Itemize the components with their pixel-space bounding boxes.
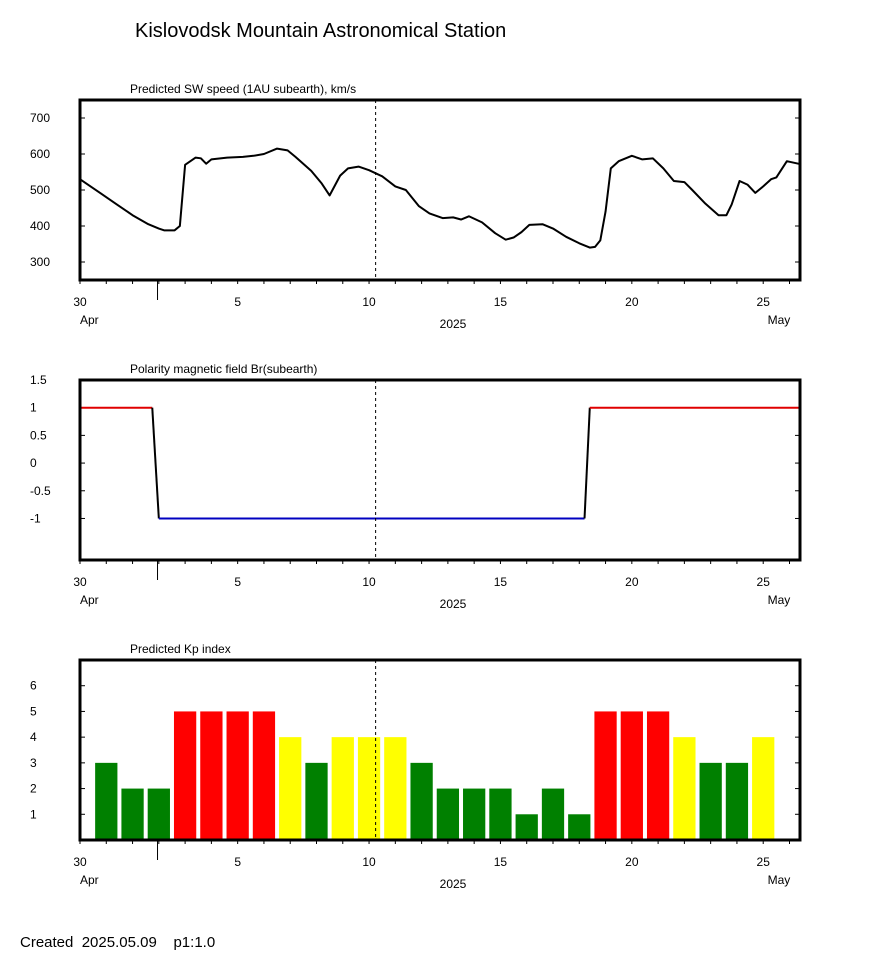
kp-bar [568,814,591,840]
kp-bar [725,762,749,840]
y-tick-label: 2 [30,782,37,796]
chart-panel-1: Predicted SW speed (1AU subearth), km/s 7… [30,82,802,331]
x-tick-label: 5 [234,295,241,309]
x-tick-label: 10 [362,575,376,589]
kp-bar [252,711,276,840]
month-label-may: May [768,593,791,607]
polarity-segment-transition [583,407,591,519]
kp-bar [173,711,197,840]
kp-bar [279,737,302,840]
y-tick-label: 5 [30,704,37,718]
y-tick-label: 0.5 [30,428,47,442]
year-label: 2025 [440,317,467,331]
kp-bar [331,737,354,840]
month-label-may: May [768,873,791,887]
created-footer: Created 2025.05.09 p1:1.0 [20,934,215,951]
kp-bar [594,711,617,840]
y-tick-label: 6 [30,679,37,693]
kp-bar [463,788,486,840]
kp-bar [95,762,118,840]
y-tick-label: 500 [30,183,50,197]
kp-bar [699,762,722,840]
station-title: Kislovodsk Mountain Astronomical Station [135,20,507,42]
chart-panel-2: Polarity magnetic field Br(subearth) 1.5 1… [30,362,802,611]
kp-bar [541,788,565,840]
kp-bar [226,711,249,840]
x-tick-label: 30 [73,295,87,309]
month-label-may: May [768,313,791,327]
x-tick-label: 20 [625,575,639,589]
polarity-segment-transition [151,407,160,519]
created-date: 2025.05.09 [81,934,157,951]
x-tick-label: 20 [625,295,639,309]
panel-title: Predicted SW speed (1AU subearth), km/s [130,82,356,96]
y-tick-label: -1 [30,511,41,525]
x-tick-label: 10 [362,295,376,309]
y-tick-label: 1 [30,807,37,821]
y-tick-label: 600 [30,147,50,161]
year-label: 2025 [440,597,467,611]
month-label-apr: Apr [80,593,99,607]
y-tick-label: 1 [30,401,37,415]
kp-bar [200,711,223,840]
panel-title: Polarity magnetic field Br(subearth) [130,362,317,376]
kp-bar [673,737,696,840]
x-tick-label: 25 [757,855,771,869]
kp-bar [384,737,407,840]
x-tick-label: 10 [362,855,376,869]
x-tick-label: 25 [757,575,771,589]
plot-frame [78,378,802,562]
plot-frame [78,658,802,842]
created-label: Created [20,934,74,951]
kp-bar [357,737,381,840]
kp-bar [515,814,538,840]
y-tick-label: -0.5 [30,484,51,498]
y-tick-label: 4 [30,730,37,744]
kp-bar [620,711,643,840]
kp-bar [410,762,433,840]
x-tick-label: 25 [757,295,771,309]
y-tick-label: 400 [30,219,50,233]
x-tick-label: 30 [73,855,87,869]
y-tick-label: 300 [30,255,50,269]
kp-bar [646,711,670,840]
x-tick-label: 15 [494,855,508,869]
x-tick-label: 15 [494,575,508,589]
kp-bar [752,737,775,840]
page-code: p1:1.0 [173,934,216,951]
kp-bar [436,788,460,840]
y-tick-label: 0 [30,456,37,470]
kp-bar [489,788,512,840]
year-label: 2025 [440,877,467,891]
y-tick-label: 700 [30,111,50,125]
sw-speed-line [79,147,801,249]
month-label-apr: Apr [80,873,99,887]
x-tick-label: 30 [73,575,87,589]
x-tick-label: 5 [234,575,241,589]
x-tick-label: 15 [494,295,508,309]
plot-frame [78,98,802,282]
y-tick-label: 3 [30,756,37,770]
x-tick-label: 5 [234,855,241,869]
kp-bar [121,788,144,840]
month-label-apr: Apr [80,313,99,327]
y-tick-label: 1.5 [30,373,47,387]
panel-title: Predicted Kp index [130,642,231,656]
kp-bar [147,788,170,840]
x-tick-label: 20 [625,855,639,869]
kp-bar [305,762,328,840]
